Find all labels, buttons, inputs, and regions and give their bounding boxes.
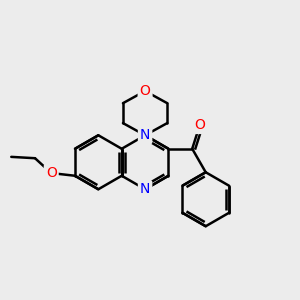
Text: O: O xyxy=(46,166,57,180)
Text: O: O xyxy=(140,84,151,98)
Text: N: N xyxy=(140,128,150,142)
Text: O: O xyxy=(194,118,205,132)
Text: N: N xyxy=(140,182,150,196)
